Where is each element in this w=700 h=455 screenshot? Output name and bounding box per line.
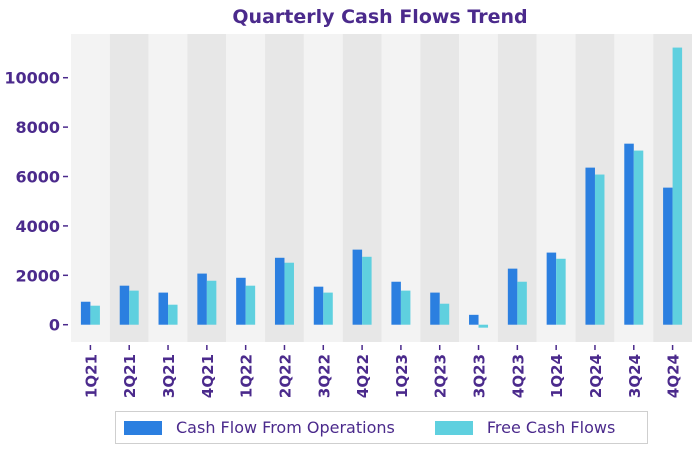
band <box>148 34 188 342</box>
x-tick-label: 4Q23 <box>509 354 527 398</box>
bar-cfo-2Q23 <box>430 292 440 325</box>
bar-fcf-3Q22 <box>323 292 333 325</box>
bar-cfo-3Q24 <box>624 143 634 325</box>
x-tick-label: 1Q21 <box>82 354 100 398</box>
y-tick-label: 6000 <box>15 168 60 187</box>
legend-label-fcf: Free Cash Flows <box>486 418 616 437</box>
bar-fcf-3Q23 <box>478 324 489 328</box>
bar-fcf-1Q23 <box>400 290 411 325</box>
x-tick-label: 1Q24 <box>548 354 566 398</box>
bar-fcf-4Q22 <box>362 256 372 325</box>
bar-fcf-2Q24 <box>594 174 605 325</box>
bar-cfo-3Q21 <box>158 292 169 325</box>
band <box>420 34 460 342</box>
bar-fcf-2Q22 <box>284 262 294 325</box>
bar-cfo-4Q23 <box>507 268 518 325</box>
bar-fcf-2Q23 <box>439 303 450 325</box>
x-tick-label: 3Q22 <box>315 354 333 398</box>
x-tick-label: 4Q24 <box>665 354 683 398</box>
band <box>459 34 498 342</box>
y-tick-label: 2000 <box>15 266 60 285</box>
bar-fcf-3Q21 <box>168 304 178 325</box>
bar-fcf-4Q21 <box>206 280 217 325</box>
bar-cfo-2Q24 <box>585 167 595 325</box>
bar-cfo-1Q22 <box>236 277 246 325</box>
chart-title: Quarterly Cash Flows Trend <box>232 6 528 28</box>
x-tick-label: 3Q23 <box>471 354 489 398</box>
bar-cfo-4Q24 <box>663 187 673 325</box>
x-tick-label: 2Q24 <box>587 354 605 398</box>
y-tick-label: 0 <box>49 316 60 335</box>
band <box>71 34 110 342</box>
bar-fcf-3Q24 <box>633 150 644 325</box>
x-tick-label: 3Q24 <box>626 354 644 398</box>
legend-swatch-fcf <box>434 420 473 435</box>
y-tick-label: 4000 <box>15 217 60 236</box>
bar-fcf-4Q24 <box>672 47 683 325</box>
y-tick-label: 8000 <box>15 118 60 137</box>
bar-fcf-1Q22 <box>245 285 256 325</box>
legend-item-cfo: Cash Flow From Operations <box>124 418 395 437</box>
bar-cfo-1Q24 <box>546 252 557 325</box>
bar-cfo-1Q23 <box>391 281 401 325</box>
bar-fcf-1Q21 <box>90 305 100 325</box>
bar-cfo-1Q21 <box>80 301 91 325</box>
legend-item-fcf: Free Cash Flows <box>434 418 616 437</box>
x-tick-label: 3Q21 <box>160 354 178 398</box>
legend: Cash Flow From Operations Free Cash Flow… <box>115 411 648 444</box>
legend-swatch-cfo <box>124 420 162 435</box>
bar-cfo-4Q22 <box>352 249 363 325</box>
bar-fcf-2Q21 <box>129 290 139 325</box>
x-tick-label: 2Q22 <box>276 354 294 398</box>
legend-label-cfo: Cash Flow From Operations <box>176 418 395 437</box>
x-tick-label: 2Q21 <box>121 354 139 398</box>
bar-fcf-4Q23 <box>517 281 527 325</box>
x-tick-label: 4Q22 <box>354 354 372 398</box>
x-tick-label: 2Q23 <box>432 354 450 398</box>
bar-cfo-3Q22 <box>313 286 324 325</box>
bar-cfo-2Q22 <box>274 257 285 325</box>
x-tick-label: 1Q23 <box>393 354 411 398</box>
x-tick-label: 4Q21 <box>199 354 217 398</box>
y-tick-label: 10000 <box>4 69 60 88</box>
bar-fcf-1Q24 <box>556 258 566 325</box>
x-tick-label: 1Q22 <box>238 354 256 398</box>
bar-cfo-4Q21 <box>197 273 207 325</box>
bar-cfo-2Q21 <box>119 285 130 325</box>
bar-cfo-3Q23 <box>469 314 479 325</box>
